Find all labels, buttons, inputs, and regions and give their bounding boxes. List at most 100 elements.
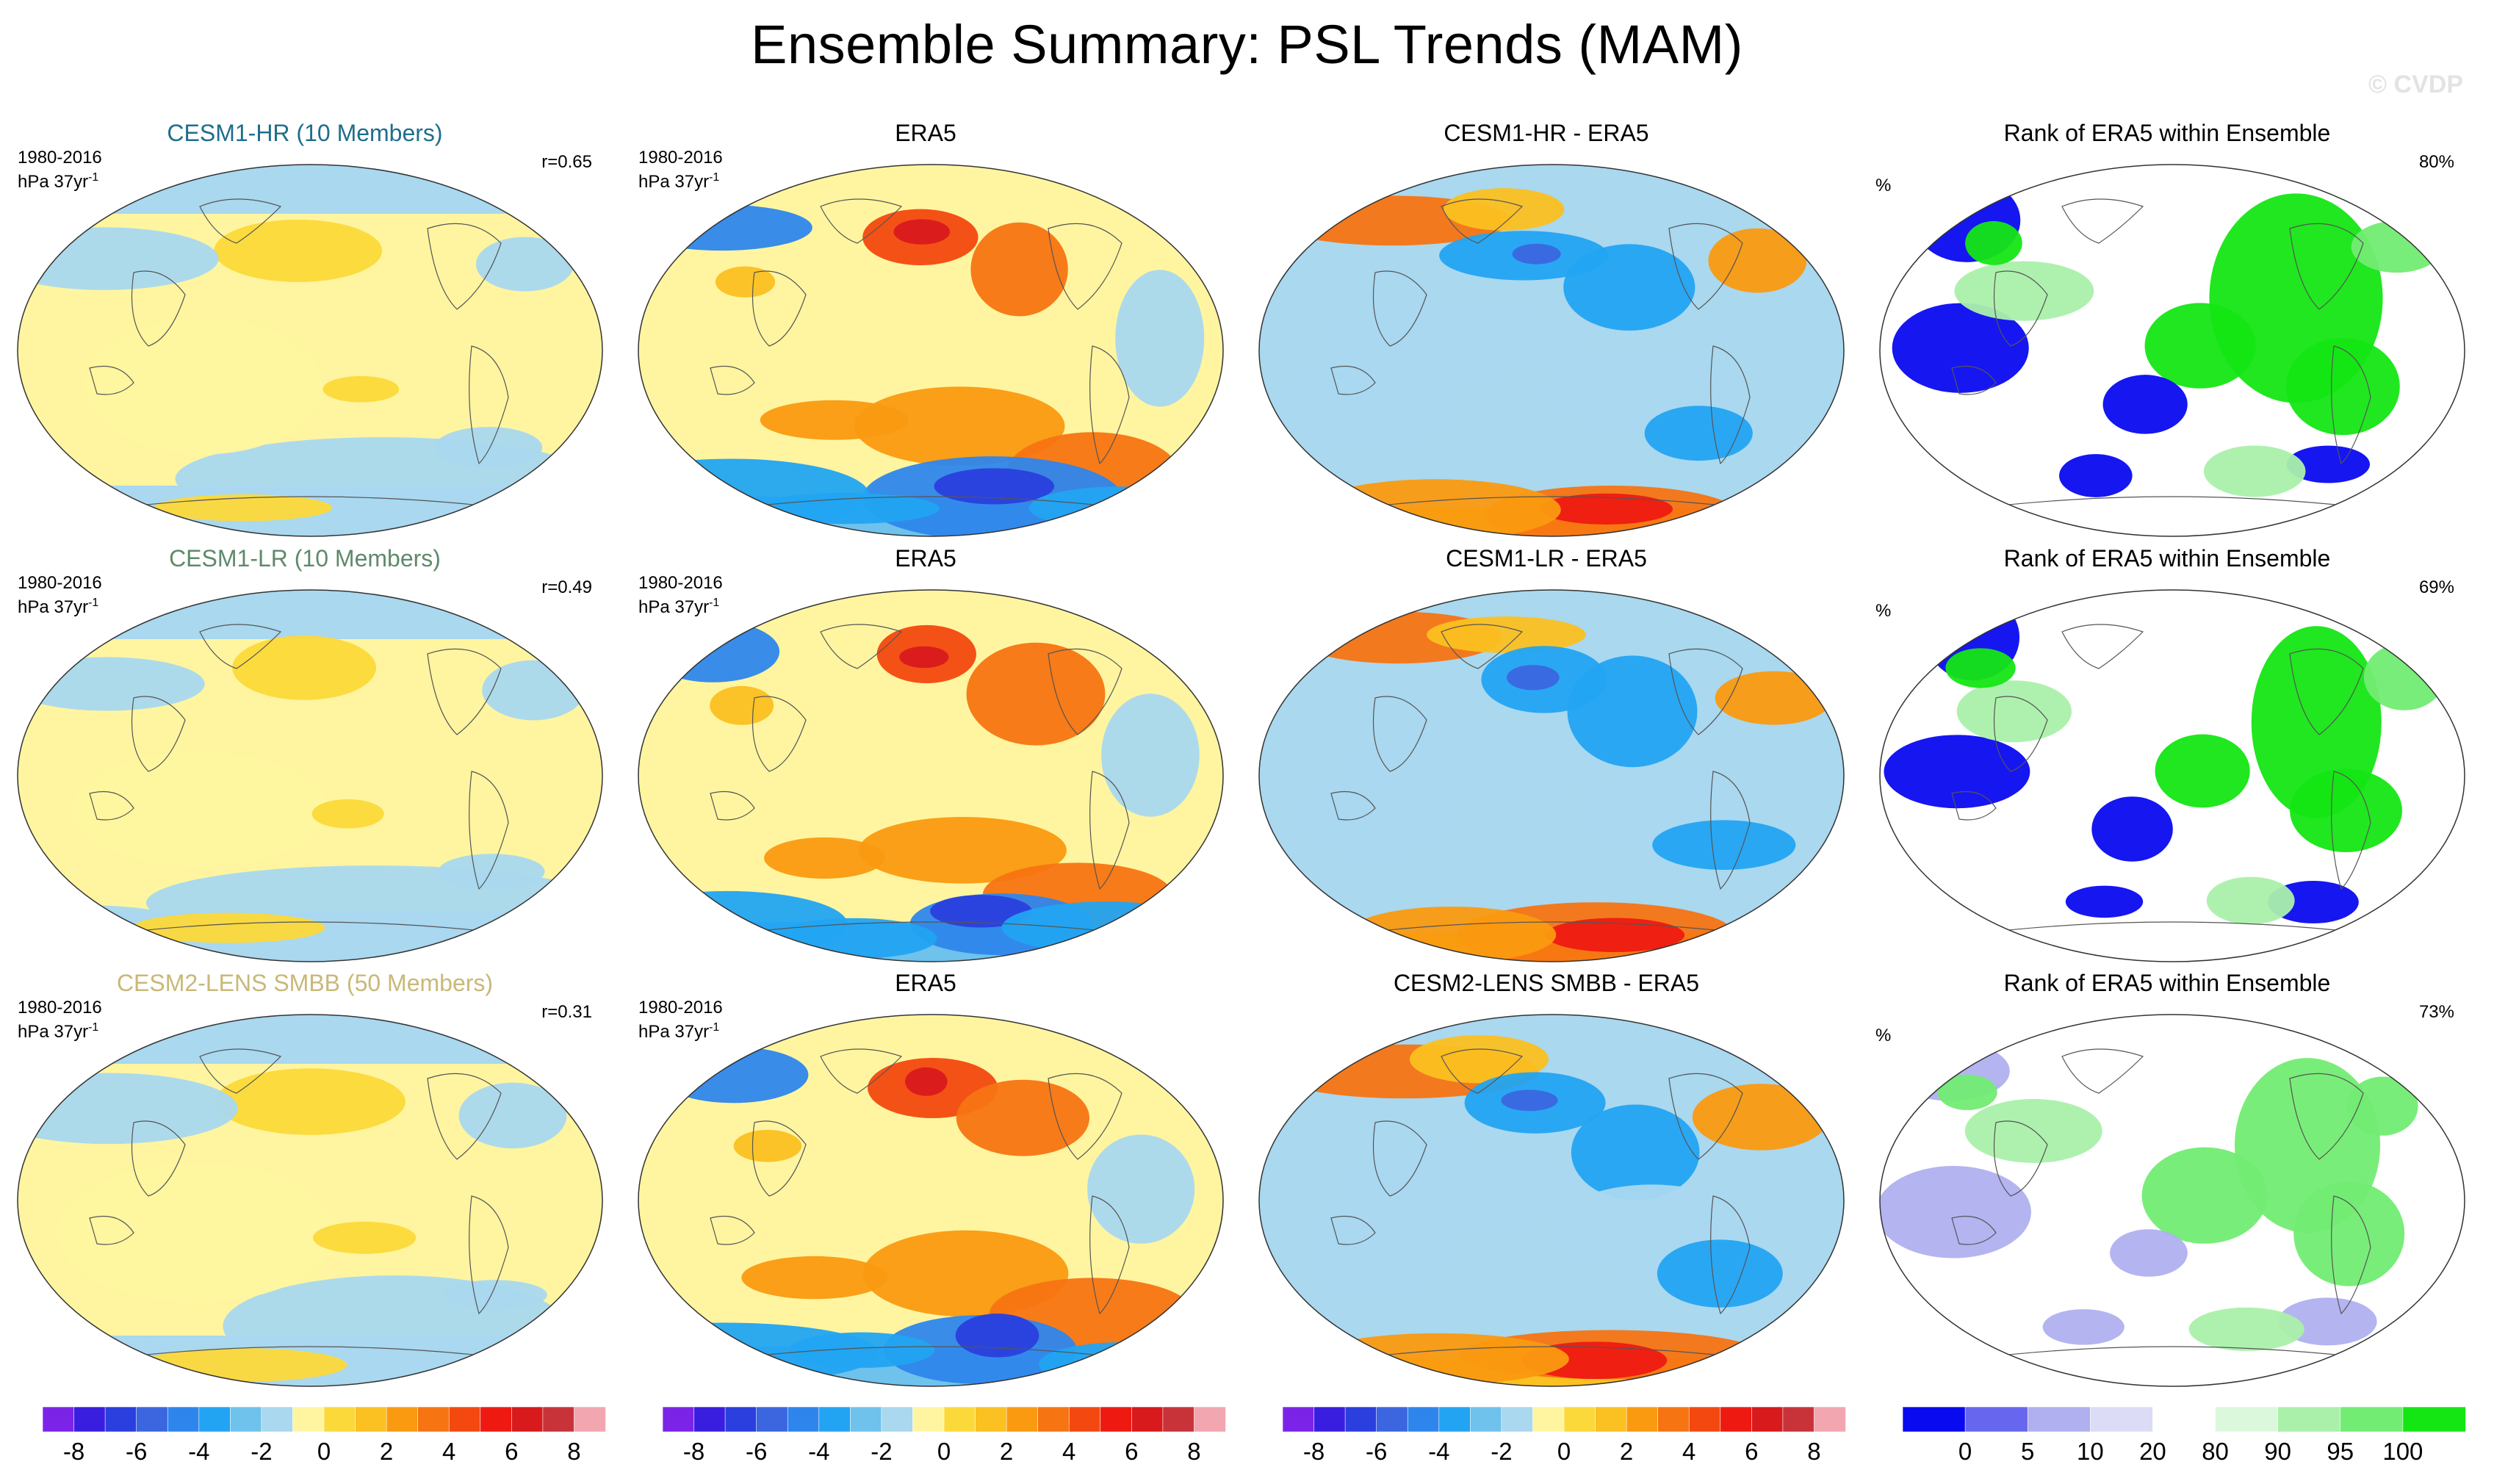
- rank-score: 73%: [2418, 1002, 2454, 1022]
- field-contour: [1001, 901, 1211, 954]
- panel-title: ERA5: [895, 545, 956, 572]
- field-contour: [2290, 768, 2403, 852]
- colorbar-tick-label: 6: [1745, 1438, 1758, 1465]
- colorbar-tick-label: -6: [746, 1438, 767, 1465]
- colorbar-swatch: [480, 1406, 513, 1433]
- period-label: 1980-2016 hPa 37yr-1: [18, 998, 102, 1042]
- panel-title: CESM2-LENS SMBB (50 Members): [116, 970, 494, 996]
- field-contour: [1115, 270, 1205, 407]
- field-contour: [930, 895, 1032, 928]
- colorbar-tick-label: 95: [2327, 1438, 2354, 1465]
- field-contour: [638, 204, 812, 251]
- colorbar-swatch: [42, 1406, 75, 1433]
- map-container: [1258, 162, 1867, 539]
- field-contour: [1571, 1104, 1700, 1200]
- panel-title: CESM1-LR - ERA5: [1446, 545, 1647, 572]
- panel-diff-row1: CESM1-HR - ERA5: [1241, 120, 1851, 539]
- colorbar-swatch: [1037, 1406, 1070, 1433]
- field-contour: [232, 635, 376, 700]
- period-label: 1980-2016 hPa 37yr-1: [18, 573, 102, 617]
- colorbar-tick-label: 0: [1557, 1438, 1571, 1465]
- field-contour: [442, 1280, 547, 1310]
- colorbar-swatch: [1006, 1406, 1039, 1433]
- field-contour: [131, 912, 325, 943]
- field-contour: [2188, 1307, 2304, 1351]
- colorbar-swatch: [511, 1406, 544, 1433]
- colorbar-tick-label: -2: [1491, 1438, 1512, 1465]
- colorbar-swatch: [1470, 1406, 1502, 1433]
- colorbar-swatch: [167, 1406, 200, 1433]
- field-contour: [970, 222, 1068, 317]
- field-contour: [57, 1162, 336, 1303]
- field-contour: [1892, 303, 2029, 393]
- colorbar-swatch: [943, 1406, 976, 1433]
- field-contour: [458, 1082, 567, 1149]
- colorbar-tick-label: 4: [442, 1438, 455, 1465]
- colorbar-tick-label: 8: [567, 1438, 580, 1465]
- colorbar-swatch: [1751, 1406, 1784, 1433]
- colorbar-swatch: [417, 1406, 450, 1433]
- colorbar-swatch: [574, 1406, 606, 1433]
- panel-diff-row3: CESM2-LENS SMBB - ERA5: [1241, 970, 1851, 1388]
- field-contour: [154, 494, 333, 522]
- pattern-correlation: r=0.65: [541, 152, 592, 172]
- field-contour: [2065, 885, 2144, 918]
- period-years: 1980-2016: [18, 573, 102, 593]
- period-years: 1980-2016: [18, 998, 102, 1017]
- panel-title: CESM1-LR (10 Members): [169, 545, 441, 572]
- rank-unit: %: [1875, 176, 1892, 195]
- colorbar-swatch: [542, 1406, 575, 1433]
- colorbar-swatch: [693, 1406, 726, 1433]
- colorbar-tick-label: 6: [1125, 1438, 1138, 1465]
- globe-map: [1879, 589, 2465, 962]
- panel-obs-row2: ERA5 1980-2016 hPa 37yr-1: [621, 545, 1230, 964]
- map-container: [16, 1012, 626, 1388]
- panel-ensemble-row1: CESM1-HR (10 Members) 1980-2016 hPa 37yr-1…: [0, 120, 610, 539]
- colorbar-swatch: [1626, 1406, 1659, 1433]
- colorbar-swatch: [1344, 1406, 1377, 1433]
- units-label: hPa 37yr: [18, 597, 89, 617]
- colorbar-swatch: [386, 1406, 419, 1433]
- rank-unit: %: [1875, 601, 1892, 621]
- field-contour: [312, 1221, 417, 1254]
- field-contour: [1272, 358, 1457, 452]
- colorbar-tick-label: 2: [1000, 1438, 1013, 1465]
- field-contour: [2102, 375, 2188, 434]
- field-contour: [764, 837, 885, 879]
- colorbar-swatch: [1720, 1406, 1753, 1433]
- field-contour: [1563, 244, 1695, 331]
- globe-map: [17, 1014, 603, 1387]
- colorbar-tick-label: 100: [2382, 1438, 2423, 1465]
- colorbar-swatch: [724, 1406, 757, 1433]
- colorbar-swatch: [756, 1406, 789, 1433]
- colorbar-tick-label: 0: [937, 1438, 951, 1465]
- field-contour: [1937, 1074, 1997, 1111]
- panel-title: Rank of ERA5 within Ensemble: [2003, 545, 2331, 572]
- field-contour: [733, 1130, 802, 1162]
- field-contour: [710, 685, 774, 725]
- trend-colorbar-2: -8 -6 -4 -2 0 2 4 6 8: [662, 1406, 1226, 1473]
- field-contour: [1501, 1089, 1558, 1112]
- colorbar-swatch: [73, 1406, 106, 1433]
- field-contour: [1567, 655, 1698, 768]
- panel-obs-row3: ERA5 1980-2016 hPa 37yr-1: [621, 970, 1230, 1388]
- map-container: [1878, 1012, 2488, 1388]
- colorbar-tick-label: 8: [1807, 1438, 1820, 1465]
- colorbar-tick-label: -8: [683, 1438, 704, 1465]
- field-contour: [322, 375, 400, 403]
- colorbar-tick-label: 5: [2021, 1438, 2034, 1465]
- pattern-correlation: r=0.31: [541, 1002, 592, 1022]
- units-label: hPa 37yr: [18, 172, 89, 192]
- rank-unit: %: [1875, 1026, 1892, 1045]
- colorbar-swatch: [1376, 1406, 1409, 1433]
- field-contour: [741, 1256, 887, 1300]
- map-container: [16, 588, 626, 964]
- colorbar-swatch: [818, 1406, 851, 1433]
- colorbar-swatch: [1657, 1406, 1690, 1433]
- field-contour: [2206, 876, 2295, 925]
- colorbar-swatch: [198, 1406, 231, 1433]
- field-contour: [893, 219, 951, 245]
- colorbar-swatch: [1068, 1406, 1101, 1433]
- globe-map: [1879, 164, 2465, 537]
- globe-map: [1258, 589, 1845, 962]
